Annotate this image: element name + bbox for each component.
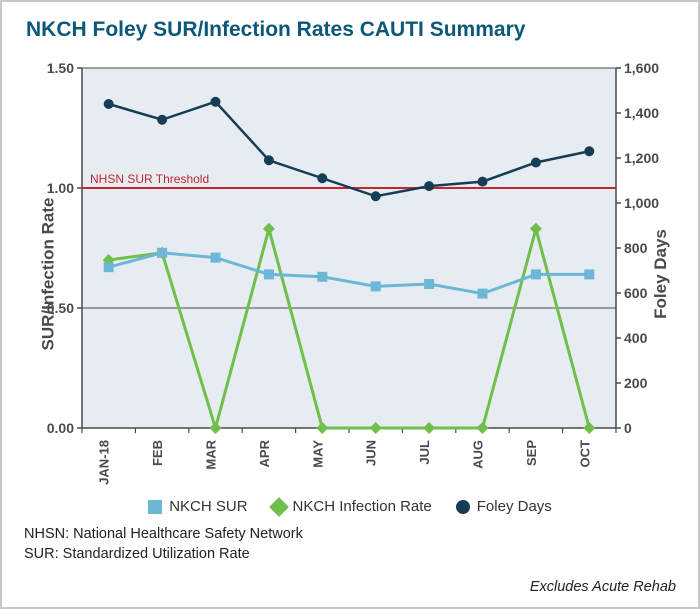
legend-label: NKCH SUR (169, 498, 247, 515)
svg-text:JAN-18: JAN-18 (97, 440, 112, 485)
y-right-axis-label: Foley Days (651, 229, 671, 319)
legend-item-infection: NKCH Infection Rate (272, 498, 432, 515)
svg-text:SEP: SEP (524, 440, 539, 466)
svg-text:JUL: JUL (417, 440, 432, 465)
legend-label: Foley Days (477, 498, 552, 515)
svg-text:0: 0 (624, 420, 632, 436)
legend-item-sur: NKCH SUR (148, 498, 247, 515)
footnotes: NHSN: National Healthcare Safety Network… (24, 525, 676, 564)
y-left-axis-label: SUR/Infection Rate (39, 197, 59, 350)
circle-icon (456, 500, 470, 514)
svg-text:JUN: JUN (364, 440, 379, 466)
svg-text:MAY: MAY (310, 440, 325, 468)
legend: NKCH SUR NKCH Infection Rate Foley Days (24, 498, 676, 515)
svg-text:NHSN SUR Threshold: NHSN SUR Threshold (90, 172, 209, 186)
svg-text:0.00: 0.00 (47, 420, 74, 436)
svg-text:200: 200 (624, 375, 648, 391)
svg-text:600: 600 (624, 285, 648, 301)
legend-label: NKCH Infection Rate (293, 498, 432, 515)
legend-item-foley: Foley Days (456, 498, 552, 515)
chart-svg: 0.000.501.001.5002004006008001,0001,2001… (24, 54, 676, 494)
svg-text:FEB: FEB (150, 440, 165, 466)
svg-text:1.50: 1.50 (47, 60, 74, 76)
svg-text:1,000: 1,000 (624, 195, 659, 211)
svg-text:1.00: 1.00 (47, 180, 74, 196)
svg-text:1,600: 1,600 (624, 60, 659, 76)
svg-text:APR: APR (257, 439, 272, 467)
excludes-note: Excludes Acute Rehab (530, 579, 676, 595)
chart-title: NKCH Foley SUR/Infection Rates CAUTI Sum… (26, 18, 676, 42)
chart-area: SUR/Infection Rate Foley Days 0.000.501.… (24, 54, 676, 494)
svg-text:800: 800 (624, 240, 648, 256)
svg-text:1,200: 1,200 (624, 150, 659, 166)
svg-text:400: 400 (624, 330, 648, 346)
svg-text:AUG: AUG (471, 440, 486, 469)
svg-text:1,400: 1,400 (624, 105, 659, 121)
svg-text:MAR: MAR (204, 439, 219, 469)
chart-container: NKCH Foley SUR/Infection Rates CAUTI Sum… (0, 0, 700, 609)
svg-text:OCT: OCT (577, 440, 592, 468)
footnote-line: SUR: Standardized Utilization Rate (24, 545, 676, 565)
square-icon (148, 500, 162, 514)
footnote-line: NHSN: National Healthcare Safety Network (24, 525, 676, 545)
diamond-icon (269, 497, 289, 517)
